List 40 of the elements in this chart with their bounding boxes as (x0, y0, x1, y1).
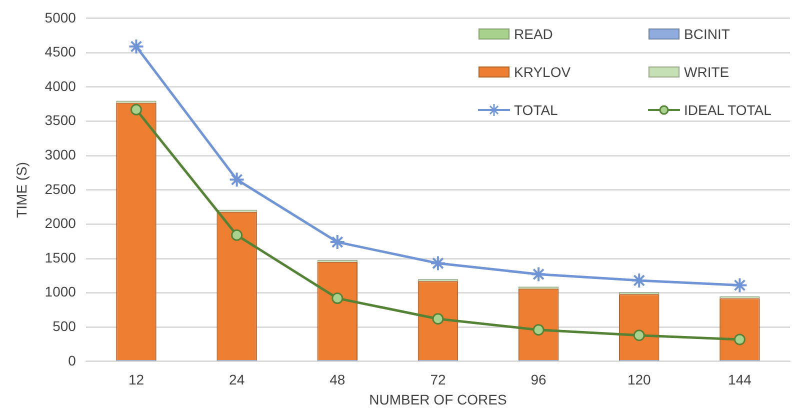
x-tick-label: 120 (627, 372, 652, 388)
y-axis-title: TIME (S) (13, 162, 30, 218)
y-tick-label: 0 (68, 352, 76, 368)
y-tick-label: 500 (52, 318, 76, 334)
y-tick-label: 1000 (44, 284, 76, 300)
point (530, 266, 547, 282)
point (732, 277, 748, 294)
y-tick-label: 3500 (44, 112, 76, 128)
point (432, 313, 444, 325)
point (332, 292, 344, 304)
x-tick-label: 144 (728, 372, 752, 388)
point (631, 272, 648, 288)
point (734, 334, 746, 346)
legend-label: KRYLOV (514, 64, 571, 80)
y-tick-label: 1500 (44, 249, 76, 266)
x-tick-label: 96 (530, 372, 547, 388)
x-tick-label: 72 (430, 372, 446, 388)
legend-label: WRITE (684, 64, 730, 80)
point (231, 229, 243, 241)
y-tick-label: 3000 (44, 146, 76, 162)
legend-label: TOTAL (514, 102, 558, 118)
y-tick-label: 4000 (44, 78, 76, 94)
point (128, 38, 144, 55)
y-tick-label: 5000 (44, 9, 76, 26)
x-axis-title: NUMBER OF CORES (369, 391, 507, 408)
y-tick-label: 4500 (44, 44, 76, 60)
point (130, 104, 142, 116)
x-tick-label: 48 (330, 372, 346, 388)
y-tick-label: 2500 (44, 180, 76, 197)
point (633, 330, 645, 342)
point (430, 255, 446, 272)
legend-label: BCINIT (684, 26, 730, 42)
point (228, 172, 245, 188)
legend-label: IDEAL TOTAL (684, 102, 772, 118)
y-tick-label: 2000 (44, 215, 76, 232)
legend-label: READ (514, 26, 553, 42)
x-tick-label: 24 (229, 372, 245, 388)
point (532, 324, 544, 336)
x-tick-label: 12 (128, 372, 144, 388)
point (329, 234, 346, 250)
